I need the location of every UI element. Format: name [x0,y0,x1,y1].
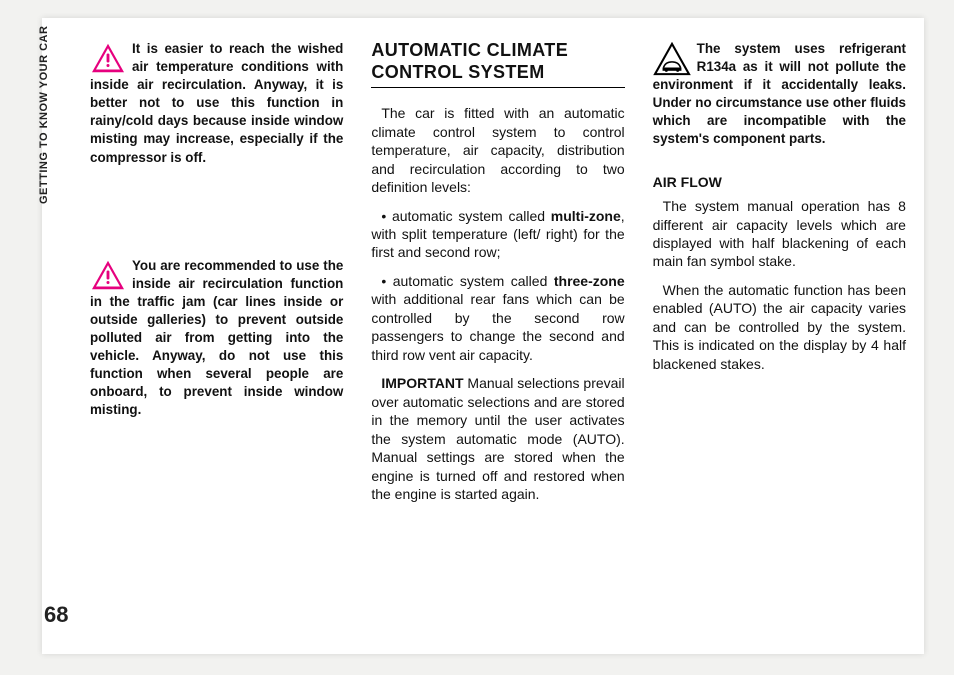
bullet-1-pre: • automatic system called [381,208,550,224]
warning-triangle-icon [90,42,126,74]
warning-triangle-icon [90,259,126,291]
important-text: Manual selections prevail over automatic… [371,375,624,502]
airflow-p2: When the automatic function has been ena… [653,281,906,373]
airflow-p1: The system manual operation has 8 differ… [653,197,906,271]
column-1: It is easier to reach the wished air tem… [90,40,343,514]
intro-paragraph: The car is fitted with an automatic clim… [371,104,624,196]
bullet-2-bold: three-zone [554,273,625,289]
page-number: 68 [44,602,68,628]
bullet-2-post: with additional rear fans which can be c… [371,291,624,362]
section-heading: AUTOMATIC CLIMATE CONTROL SYSTEM [371,40,624,83]
warning-block-1: It is easier to reach the wished air tem… [90,40,343,167]
bullet-2-pre: • automatic system called [381,273,554,289]
airflow-subhead: AIR FLOW [653,173,906,191]
manual-page: GETTING TO KNOW YOUR CAR 68 It is easier… [42,18,924,654]
warning-block-2: You are recommended to use the inside ai… [90,257,343,420]
content-columns: It is easier to reach the wished air tem… [90,40,906,514]
bullet-threezone: • automatic system called three-zone wit… [371,272,624,364]
important-label: IMPORTANT [381,375,463,391]
warning-2-text: You are recommended to use the inside ai… [90,257,343,420]
heading-block: AUTOMATIC CLIMATE CONTROL SYSTEM [371,40,624,88]
bullet-multizone: • automatic system called multi-zone, wi… [371,207,624,262]
column-2: AUTOMATIC CLIMATE CONTROL SYSTEM The car… [371,40,624,514]
refrigerant-warning: The system uses refrigerant R134a as it … [653,40,906,149]
warning-1-text: It is easier to reach the wished air tem… [90,40,343,167]
bullet-1-bold: multi-zone [551,208,621,224]
heading-underline [371,87,624,88]
section-tab: GETTING TO KNOW YOUR CAR [38,26,50,204]
column-3: The system uses refrigerant R134a as it … [653,40,906,514]
important-paragraph: IMPORTANT Manual selections prevail over… [371,374,624,503]
caution-car-icon [653,42,691,76]
